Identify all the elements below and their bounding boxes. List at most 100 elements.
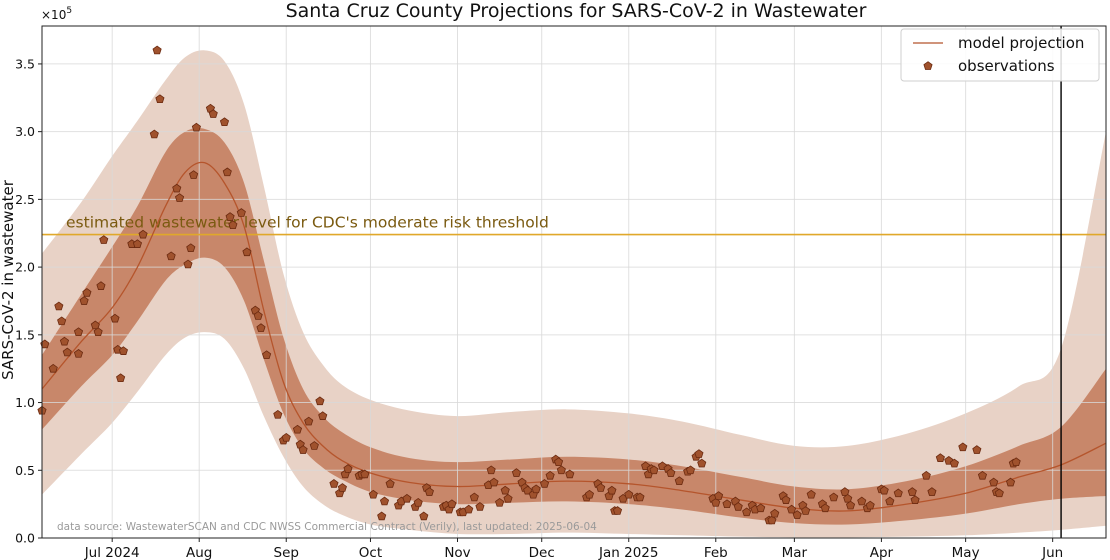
observation-point — [495, 497, 505, 507]
y-tick-label: 0.0 — [15, 531, 35, 546]
observation-point — [73, 348, 84, 358]
observation-point — [96, 281, 106, 290]
observation-point — [242, 247, 252, 257]
observation-point — [885, 496, 895, 506]
observation-point — [607, 485, 617, 495]
observation-point — [73, 327, 84, 337]
observation-point — [511, 468, 522, 477]
observation-point — [840, 487, 850, 496]
observation-markers — [37, 45, 1021, 525]
observation-point — [733, 502, 743, 511]
observation-point — [596, 483, 606, 492]
observation-point — [935, 453, 945, 462]
observation-point — [1011, 457, 1021, 467]
observation-point — [714, 491, 724, 500]
observation-point — [685, 465, 696, 475]
observation-point — [958, 442, 968, 452]
observation-point — [1005, 477, 1016, 487]
observation-point — [186, 243, 196, 253]
observation-point — [110, 313, 120, 323]
legend: model projection observations — [900, 28, 1100, 82]
observation-point — [447, 499, 457, 509]
observation-point — [989, 477, 999, 487]
observation-point — [93, 327, 103, 337]
observation-point — [977, 470, 988, 480]
observation-point — [767, 515, 777, 525]
observation-point — [402, 493, 412, 503]
observation-point — [792, 510, 802, 519]
observation-point — [360, 469, 370, 479]
observation-point — [343, 464, 353, 473]
observation-point — [149, 129, 159, 139]
legend-label: model projection — [958, 34, 1084, 52]
observation-point — [172, 183, 182, 193]
observation-point — [79, 296, 89, 305]
source-note: data source: WastewaterSCAN and CDC NWSS… — [57, 521, 597, 533]
observation-point — [419, 511, 429, 521]
observation-point — [556, 465, 566, 475]
observation-point — [711, 497, 721, 507]
observation-point — [565, 469, 575, 479]
chart-title: Santa Cruz County Projections for SARS-C… — [286, 0, 867, 22]
observation-point — [756, 503, 766, 513]
observation-point — [806, 489, 816, 499]
x-tick-label: Jul 2024 — [84, 545, 140, 560]
observation-point — [48, 363, 58, 373]
observation-point — [624, 489, 634, 499]
observation-point — [635, 492, 645, 502]
y-tick-label: 1.5 — [15, 327, 35, 342]
observation-point — [191, 122, 201, 132]
plot-frame — [41, 25, 1107, 539]
uncertainty-bands — [42, 50, 1106, 538]
observation-point — [379, 496, 390, 506]
observation-point — [62, 347, 72, 357]
x-tick-label: Oct — [359, 545, 382, 560]
observation-point — [843, 493, 853, 503]
observation-point — [994, 488, 1004, 498]
observation-point — [309, 441, 319, 450]
observation-point — [132, 239, 143, 248]
y-tick-label: 1.0 — [15, 395, 35, 410]
observation-point — [116, 373, 126, 383]
observation-point — [90, 320, 100, 330]
observation-point — [377, 511, 387, 521]
observation-point — [694, 449, 704, 458]
observation-point — [152, 45, 162, 55]
observation-point — [236, 208, 246, 217]
y-exponent-base: ×10 — [41, 8, 66, 22]
observation-point — [228, 220, 238, 229]
threshold-group: estimated wastewater level for CDC's mod… — [42, 214, 1106, 236]
observation-point — [722, 499, 732, 509]
observation-point — [857, 496, 867, 506]
observation-point — [829, 492, 839, 502]
x-tick-label: May — [952, 545, 980, 560]
x-tick-label: Jan 2025 — [598, 545, 658, 560]
observation-point — [475, 502, 485, 511]
threshold-label: estimated wastewater level for CDC's mod… — [66, 214, 549, 232]
observation-point — [770, 508, 780, 518]
y-tick-label: 3.5 — [15, 56, 35, 71]
observation-point — [845, 500, 856, 510]
observation-point — [742, 507, 752, 517]
observation-point — [99, 235, 109, 244]
observation-point — [893, 488, 903, 498]
observation-point — [666, 468, 676, 477]
observation-point — [318, 411, 328, 420]
x-tick-label: Sep — [274, 545, 299, 560]
observation-point — [155, 94, 165, 104]
observation-point — [304, 416, 314, 426]
observation-point — [927, 487, 937, 496]
observation-point — [500, 485, 510, 495]
observation-point — [166, 251, 176, 261]
observation-point — [329, 479, 339, 488]
observation-point — [801, 506, 811, 515]
observation-point — [253, 311, 263, 320]
observation-point — [612, 506, 623, 515]
observation-point — [781, 495, 791, 504]
x-tick-label: Jun — [1041, 545, 1063, 560]
legend-marker-swatch — [923, 61, 933, 70]
observation-point — [424, 487, 434, 496]
x-tick-label: Aug — [186, 545, 212, 560]
observation-point — [553, 457, 564, 467]
observation-point — [865, 500, 875, 510]
